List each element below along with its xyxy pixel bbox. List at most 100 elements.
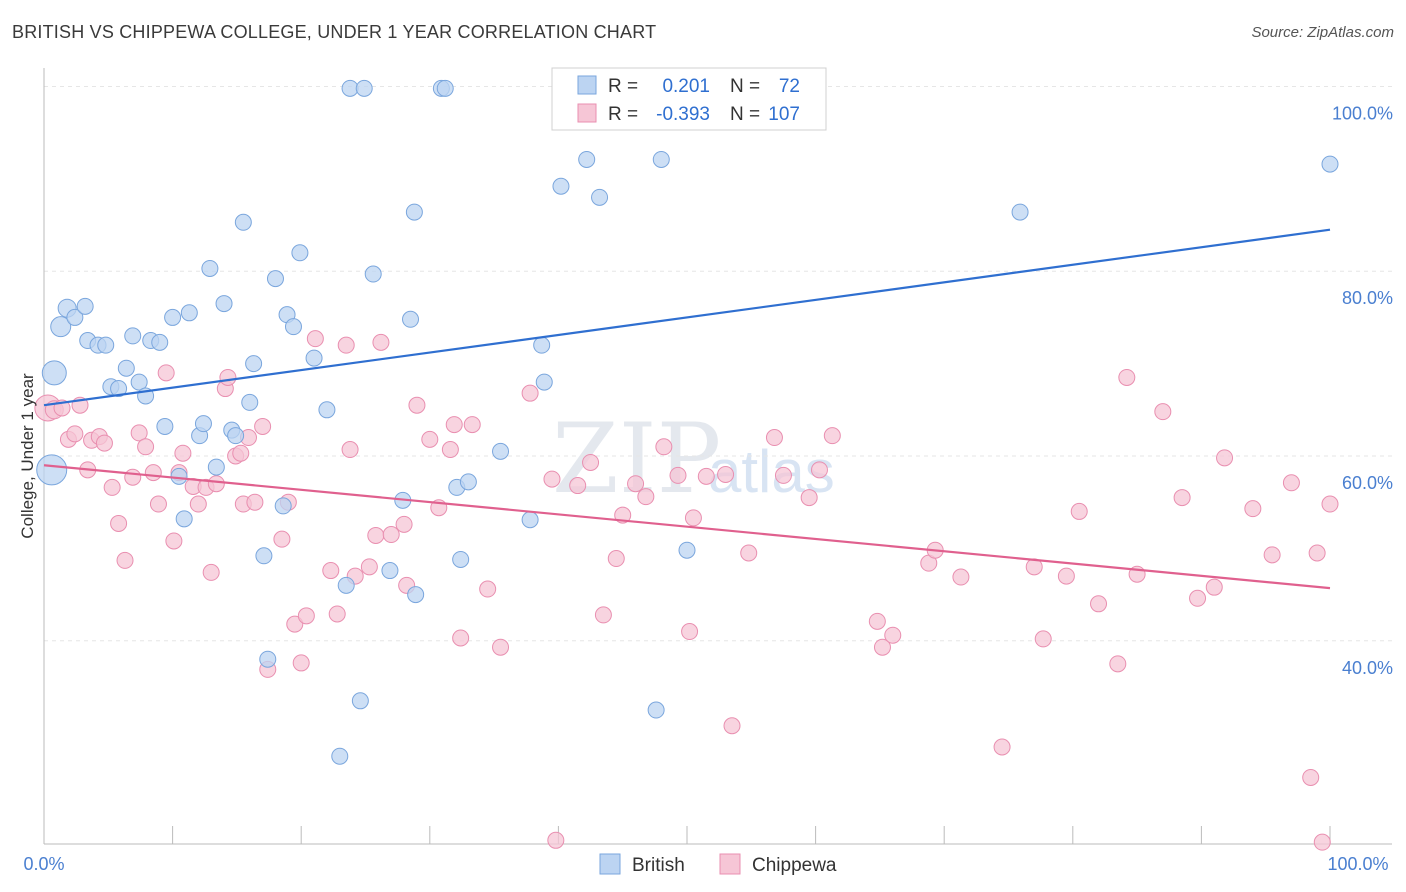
chippewa-points [34,330,1339,851]
chippewa-point-78 [723,717,741,735]
legend-chippewa-n-value: 107 [768,104,800,125]
chippewa-point-4 [66,425,84,443]
british-point-8 [97,336,115,354]
british-point-5 [76,297,94,315]
british-point-16 [151,333,169,351]
british-point-51 [407,586,425,604]
british-point-18 [164,308,182,326]
correlation-legend: R = 0.201 N = 72 R = -0.393 N = 107 [551,67,827,131]
chippewa-point-62 [521,384,539,402]
chippewa-point-56 [441,441,459,459]
chippewa-point-91 [993,738,1011,756]
british-point-39 [305,349,323,367]
chippewa-point-102 [1189,589,1207,607]
british-point-59 [533,336,551,354]
y-tick-label-40: 40.0% [1342,658,1393,678]
chippewa-point-84 [823,427,841,445]
british-point-61 [552,177,570,195]
bottom-legend-chippewa: Chippewa [752,855,837,876]
chippewa-point-30 [232,444,250,462]
british-point-41 [331,747,349,765]
chippewa-point-103 [1205,578,1223,596]
british-point-40 [318,401,336,419]
x-ticks [172,826,1331,844]
legend-chippewa-n-label: N = [730,104,760,125]
y-axis-title: College, Under 1 year [18,373,37,539]
legend-british-r-value: 0.201 [662,76,710,97]
legend-chippewa-r-value: -0.393 [656,104,710,125]
british-point-26 [215,295,233,313]
chippewa-point-86 [873,638,891,656]
chippewa-point-54 [421,430,439,448]
source-credit: Source: ZipAtlas.com [1251,24,1394,41]
british-point-64 [647,701,665,719]
chippewa-point-82 [800,489,818,507]
chippewa-point-107 [1282,474,1300,492]
british-point-53 [436,79,454,97]
legend-british-n-value: 72 [779,76,800,97]
chippewa-point-34 [254,417,272,435]
chippewa-point-66 [582,453,600,471]
british-point-24 [201,259,219,277]
chippewa-point-67 [594,606,612,624]
chippewa-point-70 [627,475,645,493]
legend-swatch-chippewa [577,103,597,123]
chippewa-point-85 [868,612,886,630]
chippewa-point-12 [116,551,134,569]
chippewa-point-47 [360,558,378,576]
legend-british-n-label: N = [730,76,760,97]
chippewa-point-76 [697,467,715,485]
bottom-legend-british: British [632,855,685,876]
chart-title: BRITISH VS CHIPPEWA COLLEGE, UNDER 1 YEA… [12,22,657,42]
british-point-30 [241,393,259,411]
chippewa-point-60 [479,580,497,598]
chippewa-point-39 [292,654,310,672]
british-point-62 [578,150,596,168]
chippewa-point-18 [157,364,175,382]
british-point-13 [130,373,148,391]
chippewa-point-106 [1263,546,1281,564]
chippewa-point-75 [684,509,702,527]
chippewa-point-71 [637,488,655,506]
british-point-37 [284,318,302,336]
y-tick-labels: 100.0% 80.0% 60.0% 40.0% [1332,103,1393,677]
british-point-4 [66,308,84,326]
british-point-2 [50,316,72,338]
bottom-legend-swatch-british [599,853,621,875]
chippewa-point-101 [1173,489,1191,507]
x-tick-label-min: 0.0% [23,854,64,874]
british-point-32 [255,547,273,565]
chippewa-point-51 [395,515,413,533]
british-point-29 [234,213,252,231]
british-point-43 [341,79,359,97]
british-point-46 [364,265,382,283]
british-point-0 [41,360,67,386]
british-point-31 [245,355,263,373]
chippewa-point-94 [1057,567,1075,585]
british-point-17 [156,417,174,435]
british-point-63 [591,188,609,206]
chippewa-point-9 [95,434,113,452]
british-point-69 [1321,155,1339,173]
chippewa-point-63 [543,470,561,488]
chippewa-point-49 [372,333,390,351]
chippewa-point-42 [322,562,340,580]
british-point-1 [36,454,68,486]
british-point-20 [175,510,193,528]
chippewa-point-21 [174,444,192,462]
chippewa-point-93 [1034,630,1052,648]
chippewa-point-10 [103,478,121,496]
chippewa-point-90 [952,568,970,586]
chippewa-point-13 [124,468,142,486]
chippewa-point-33 [246,493,264,511]
chippewa-point-16 [144,464,162,482]
legend-swatch-british [577,75,597,95]
chippewa-point-108 [1302,768,1320,786]
chippewa-point-65 [569,477,587,495]
axes [43,68,1392,845]
british-points [36,79,1339,765]
y-tick-label-80: 80.0% [1342,288,1393,308]
watermark-zip: ZIP [552,403,721,515]
chippewa-point-110 [1313,833,1331,851]
british-point-68 [1011,203,1029,221]
